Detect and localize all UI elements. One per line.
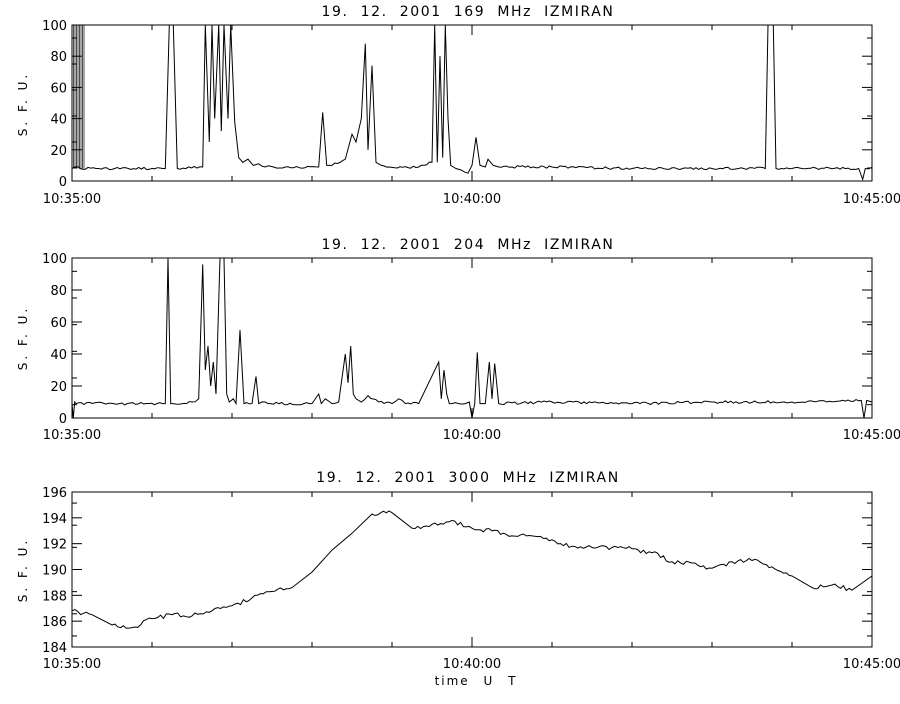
x-axis [71, 258, 873, 418]
x-axis [71, 25, 873, 181]
y-axis-label: S. F. U. [16, 72, 30, 136]
clipped-region-hatch [73, 25, 85, 169]
series-line-169mhz [71, 24, 873, 182]
y-tick-label: 60 [50, 316, 67, 331]
y-tick-label: 60 [50, 81, 67, 96]
x-tick-label: 10:45:00 [843, 428, 900, 443]
y-axis: 184 186 188 190 192 194 196 [42, 486, 872, 656]
x-tick-label: 10:35:00 [43, 192, 101, 207]
y-tick-label: 80 [50, 50, 67, 65]
plot-frame [71, 24, 873, 182]
y-tick-label: 40 [50, 113, 67, 128]
x-tick-label: 10:40:00 [443, 657, 501, 672]
x-axis [71, 492, 873, 647]
x-tick-labels: 10:35:00 10:40:00 10:45:00 [43, 657, 900, 672]
y-tick-label: 188 [42, 589, 67, 604]
y-axis-label: S. F. U. [16, 538, 30, 602]
chart-title: 19. 12. 2001 3000 MHz IZMIRAN [316, 470, 620, 486]
y-axis: 0 20 40 60 80 100 [42, 19, 872, 190]
y-tick-label: 194 [42, 512, 67, 527]
chart-title: 19. 12. 2001 204 MHz IZMIRAN [321, 237, 614, 253]
y-tick-label: 20 [50, 380, 67, 395]
x-tick-label: 10:45:00 [843, 192, 900, 207]
x-tick-labels: 10:35:00 10:40:00 10:45:00 [43, 428, 900, 443]
x-axis-label: time U T [435, 674, 518, 688]
panel-169mhz: 19. 12. 2001 169 MHz IZMIRAN S. F. U. 0 2… [16, 4, 900, 207]
y-tick-label: 40 [50, 348, 67, 363]
plot-frame [71, 491, 873, 648]
y-axis: 0 20 40 60 80 100 [42, 252, 872, 427]
y-tick-label: 80 [50, 284, 67, 299]
y-tick-label: 20 [50, 144, 67, 159]
y-axis-label: S. F. U. [16, 306, 30, 370]
series-line-204mhz [71, 257, 873, 419]
y-tick-label: 190 [42, 564, 67, 579]
x-tick-label: 10:45:00 [843, 657, 900, 672]
y-tick-label: 186 [42, 615, 67, 630]
x-tick-labels: 10:35:00 10:40:00 10:45:00 [43, 192, 900, 207]
y-tick-label: 196 [42, 486, 67, 501]
x-tick-label: 10:35:00 [43, 428, 101, 443]
y-tick-label: 184 [42, 641, 67, 656]
panel-3000mhz: 19. 12. 2001 3000 MHz IZMIRAN S. F. U. 1… [16, 470, 900, 688]
panel-204mhz: 19. 12. 2001 204 MHz IZMIRAN S. F. U. 0 2… [16, 237, 900, 443]
chart-title: 19. 12. 2001 169 MHz IZMIRAN [321, 4, 614, 20]
x-tick-label: 10:40:00 [443, 428, 501, 443]
y-tick-label: 0 [59, 175, 67, 190]
plot-frame [71, 257, 873, 419]
y-tick-label: 100 [42, 19, 67, 34]
x-tick-label: 10:40:00 [443, 192, 501, 207]
y-tick-label: 0 [59, 412, 67, 427]
y-tick-label: 100 [42, 252, 67, 267]
series-line-3000mhz [71, 510, 873, 629]
y-tick-label: 192 [42, 538, 67, 553]
x-tick-label: 10:35:00 [43, 657, 101, 672]
